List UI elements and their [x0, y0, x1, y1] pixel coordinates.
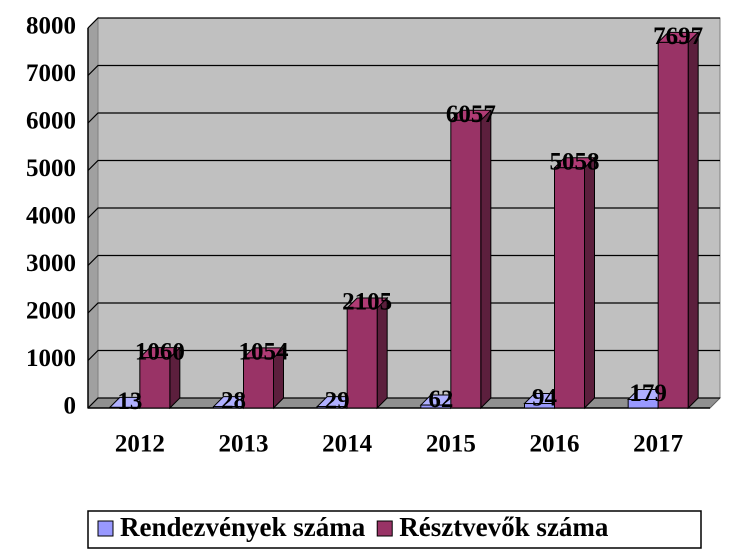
- bar-side: [584, 156, 595, 410]
- bar-front: [346, 307, 378, 409]
- data-label: 29: [325, 387, 350, 414]
- floor: [86, 397, 722, 409]
- bar-front: [139, 357, 171, 409]
- data-label: 28: [221, 387, 246, 414]
- bar-side: [480, 109, 492, 410]
- data-label: 1054: [239, 339, 290, 366]
- y-tick-label: 2000: [26, 298, 76, 325]
- data-label: 6057: [446, 101, 496, 128]
- grid-line: [87, 17, 720, 29]
- bar-side: [687, 31, 699, 410]
- grid-line: [87, 159, 720, 171]
- x-tick-label: 2015: [426, 431, 476, 458]
- y-tick-label: 0: [64, 393, 77, 420]
- data-label: 7697: [653, 23, 703, 50]
- data-label: 179: [629, 380, 667, 407]
- grid-line: [87, 349, 720, 361]
- bar-front: [657, 41, 689, 409]
- data-label: 1060: [135, 338, 185, 365]
- x-tick-label: 2016: [530, 431, 580, 458]
- grid-line: [87, 207, 720, 219]
- legend-swatch: [376, 520, 393, 537]
- data-label: 62: [428, 386, 453, 413]
- legend-label: Résztvevők száma: [399, 512, 609, 542]
- y-tick-label: 1000: [26, 345, 76, 372]
- y-tick-label: 6000: [26, 108, 76, 135]
- legend-label: Rendezvények száma: [120, 512, 366, 542]
- grid-line: [87, 397, 720, 409]
- bar: [138, 346, 182, 410]
- bar: [553, 156, 596, 410]
- grid-line: [87, 64, 720, 76]
- bar-front: [554, 167, 585, 409]
- bar: [242, 346, 285, 410]
- grid-line: [87, 302, 720, 314]
- bar: [449, 109, 493, 410]
- x-tick-label: 2017: [633, 431, 683, 458]
- grid-line: [87, 254, 720, 266]
- bar-front: [243, 357, 274, 409]
- legend-box: [87, 510, 702, 549]
- bar: [345, 296, 389, 410]
- x-tick-label: 2012: [115, 431, 165, 458]
- y-tick-label: 4000: [26, 203, 76, 230]
- x-tick-label: 2013: [219, 431, 269, 458]
- data-label: 13: [117, 388, 142, 415]
- grid-line: [87, 112, 720, 124]
- bar: [656, 31, 700, 410]
- data-label: 5058: [550, 148, 600, 175]
- y-tick-label: 5000: [26, 155, 76, 182]
- y-tick-label: 8000: [26, 13, 76, 40]
- y-tick-label: 3000: [26, 250, 76, 277]
- data-label: 94: [532, 384, 558, 411]
- legend-swatch: [97, 520, 114, 537]
- bar-front: [450, 119, 482, 409]
- x-tick-label: 2014: [322, 431, 373, 458]
- data-label: 2105: [342, 289, 392, 316]
- y-tick-label: 7000: [26, 60, 76, 87]
